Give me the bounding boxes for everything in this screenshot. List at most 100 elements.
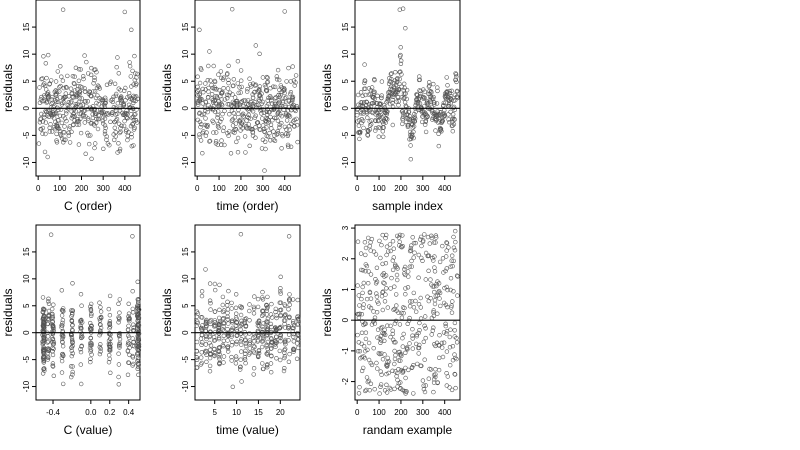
data-point [364, 375, 370, 380]
data-point [361, 365, 366, 371]
data-point [449, 303, 454, 308]
data-point [396, 235, 402, 240]
data-point [286, 359, 292, 364]
data-point [417, 342, 422, 348]
data-point [209, 91, 215, 97]
data-point [205, 77, 211, 83]
data-point [212, 281, 218, 287]
data-point [48, 122, 53, 127]
data-point [411, 305, 417, 310]
data-point [436, 367, 442, 373]
data-point [216, 349, 222, 355]
data-point [88, 93, 93, 98]
data-point [239, 121, 244, 126]
data-point [204, 317, 209, 323]
data-point [238, 364, 243, 369]
data-point [365, 115, 370, 120]
data-point [44, 75, 49, 81]
data-point [286, 234, 292, 239]
x-tick-label: 300 [416, 408, 430, 417]
data-point [412, 111, 417, 117]
data-point [282, 366, 287, 371]
data-point [375, 335, 380, 340]
data-point [63, 84, 69, 90]
data-point [423, 250, 429, 256]
data-point [395, 266, 400, 271]
data-point [133, 117, 139, 123]
data-point [242, 355, 248, 360]
data-point [196, 87, 201, 93]
data-point [392, 361, 397, 367]
data-point [393, 262, 398, 267]
data-point [216, 354, 222, 360]
data-point [89, 327, 94, 332]
data-point [418, 237, 423, 242]
data-point [256, 354, 261, 360]
data-point [355, 311, 360, 317]
data-point [208, 352, 213, 357]
y-tick-label: 0 [181, 106, 190, 111]
data-point [399, 72, 404, 77]
data-point [41, 98, 47, 104]
data-point [129, 115, 135, 120]
data-point [70, 322, 75, 328]
data-point [42, 81, 47, 86]
data-point [394, 308, 399, 313]
data-point [41, 323, 47, 329]
data-point [72, 81, 77, 87]
data-point [282, 355, 287, 361]
data-point [203, 108, 208, 114]
data-point [136, 300, 141, 305]
data-point [356, 340, 361, 345]
data-point [446, 245, 451, 250]
data-point [399, 310, 404, 316]
data-point [282, 302, 287, 307]
data-point [400, 121, 405, 127]
data-point [432, 342, 437, 347]
data-point [45, 316, 50, 321]
data-point [437, 355, 442, 360]
data-point [264, 88, 269, 93]
data-point [126, 301, 131, 306]
data-point [96, 101, 101, 107]
data-point [42, 337, 47, 342]
data-point [275, 131, 281, 136]
data-point [117, 310, 122, 315]
y-tick-label: 15 [22, 22, 31, 31]
x-tick-label: 100 [372, 408, 386, 417]
data-point [427, 83, 432, 88]
data-point [45, 321, 50, 326]
data-point [219, 138, 224, 143]
data-point [365, 379, 370, 385]
data-point [423, 383, 428, 388]
data-point [393, 353, 398, 358]
data-point [429, 332, 434, 337]
data-point [373, 125, 379, 131]
data-point [361, 100, 367, 105]
data-point [116, 71, 122, 76]
data-point [203, 133, 209, 138]
data-point [125, 327, 131, 333]
data-point [409, 299, 415, 304]
data-point [250, 95, 256, 101]
data-point [433, 240, 438, 245]
data-point [420, 258, 425, 263]
data-point [396, 358, 402, 363]
data-point [82, 86, 87, 91]
data-point [79, 85, 85, 90]
data-point [262, 82, 268, 88]
data-point [55, 125, 61, 131]
data-point [136, 372, 141, 377]
data-point [274, 334, 279, 340]
data-point [206, 85, 211, 91]
data-point [230, 339, 235, 345]
data-point [233, 354, 239, 359]
data-point [71, 80, 77, 86]
data-point [217, 315, 222, 321]
data-point [449, 116, 455, 122]
data-point [110, 97, 115, 102]
data-point [199, 67, 204, 72]
data-point [113, 134, 118, 139]
